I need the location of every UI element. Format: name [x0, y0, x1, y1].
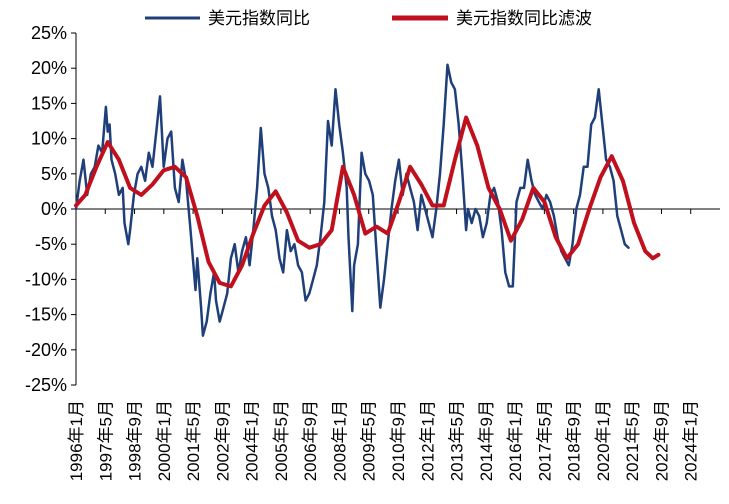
- x-tick-label: 2002年9月: [213, 400, 232, 481]
- y-tick-label: 20%: [31, 58, 67, 78]
- x-tick-label: 2021年5月: [623, 400, 642, 481]
- x-tick-label: 2001年5月: [184, 400, 203, 481]
- y-tick-label: -20%: [25, 340, 67, 360]
- legend-label-filtered: 美元指数同比滤波: [456, 9, 592, 29]
- x-tick-label: 2024年1月: [682, 400, 701, 481]
- x-tick-label: 2022年9月: [652, 400, 671, 481]
- x-tick-label: 2000年1月: [155, 400, 174, 481]
- x-tick-label: 2010年9月: [389, 400, 408, 481]
- y-tick-label: -5%: [35, 234, 67, 254]
- y-tick-label: -15%: [25, 305, 67, 325]
- y-tick-label: 25%: [31, 23, 67, 43]
- x-tick-label: 2012年1月: [418, 400, 437, 481]
- plot-area: [74, 63, 661, 337]
- x-tick-label: 2004年1月: [243, 400, 262, 481]
- y-tick-label: 5%: [41, 164, 67, 184]
- legend-label-yoy: 美元指数同比: [208, 9, 310, 29]
- y-tick-label: -10%: [25, 269, 67, 289]
- y-tick-label: -25%: [25, 375, 67, 395]
- x-tick-label: 2013年5月: [448, 400, 467, 481]
- y-tick-label: 0%: [41, 199, 67, 219]
- x-tick-label: 2016年1月: [506, 400, 525, 481]
- x-tick-label: 2005年5月: [272, 400, 291, 481]
- y-tick-label: 10%: [31, 129, 67, 149]
- legend: 美元指数同比 美元指数同比滤波: [145, 9, 592, 29]
- x-tick-label: 2009年5月: [360, 400, 379, 481]
- series-line-filtered: [74, 115, 661, 289]
- x-tick-label: 2020年1月: [594, 400, 613, 481]
- x-tick-label: 2018年9月: [565, 400, 584, 481]
- x-tick-label: 2014年9月: [477, 400, 496, 481]
- x-tick-label: 2008年1月: [330, 400, 349, 481]
- y-tick-label: 15%: [31, 93, 67, 113]
- y-axis: 25% 20% 15% 10% 5% 0% -5% -10% -15% -20% -25%: [25, 23, 77, 395]
- x-tick-label: 2017年5月: [535, 400, 554, 481]
- x-tick-label: 1996年1月: [67, 400, 86, 481]
- x-tick-label: 1997年5月: [96, 400, 115, 481]
- x-tick-label: 1998年9月: [126, 400, 145, 481]
- x-tick-label: 2006年9月: [301, 400, 320, 481]
- x-axis: 1996年1月 1997年5月 1998年9月 2000年1月 2001年5月 2002年…: [67, 208, 720, 481]
- series-line-yoy: [74, 63, 630, 337]
